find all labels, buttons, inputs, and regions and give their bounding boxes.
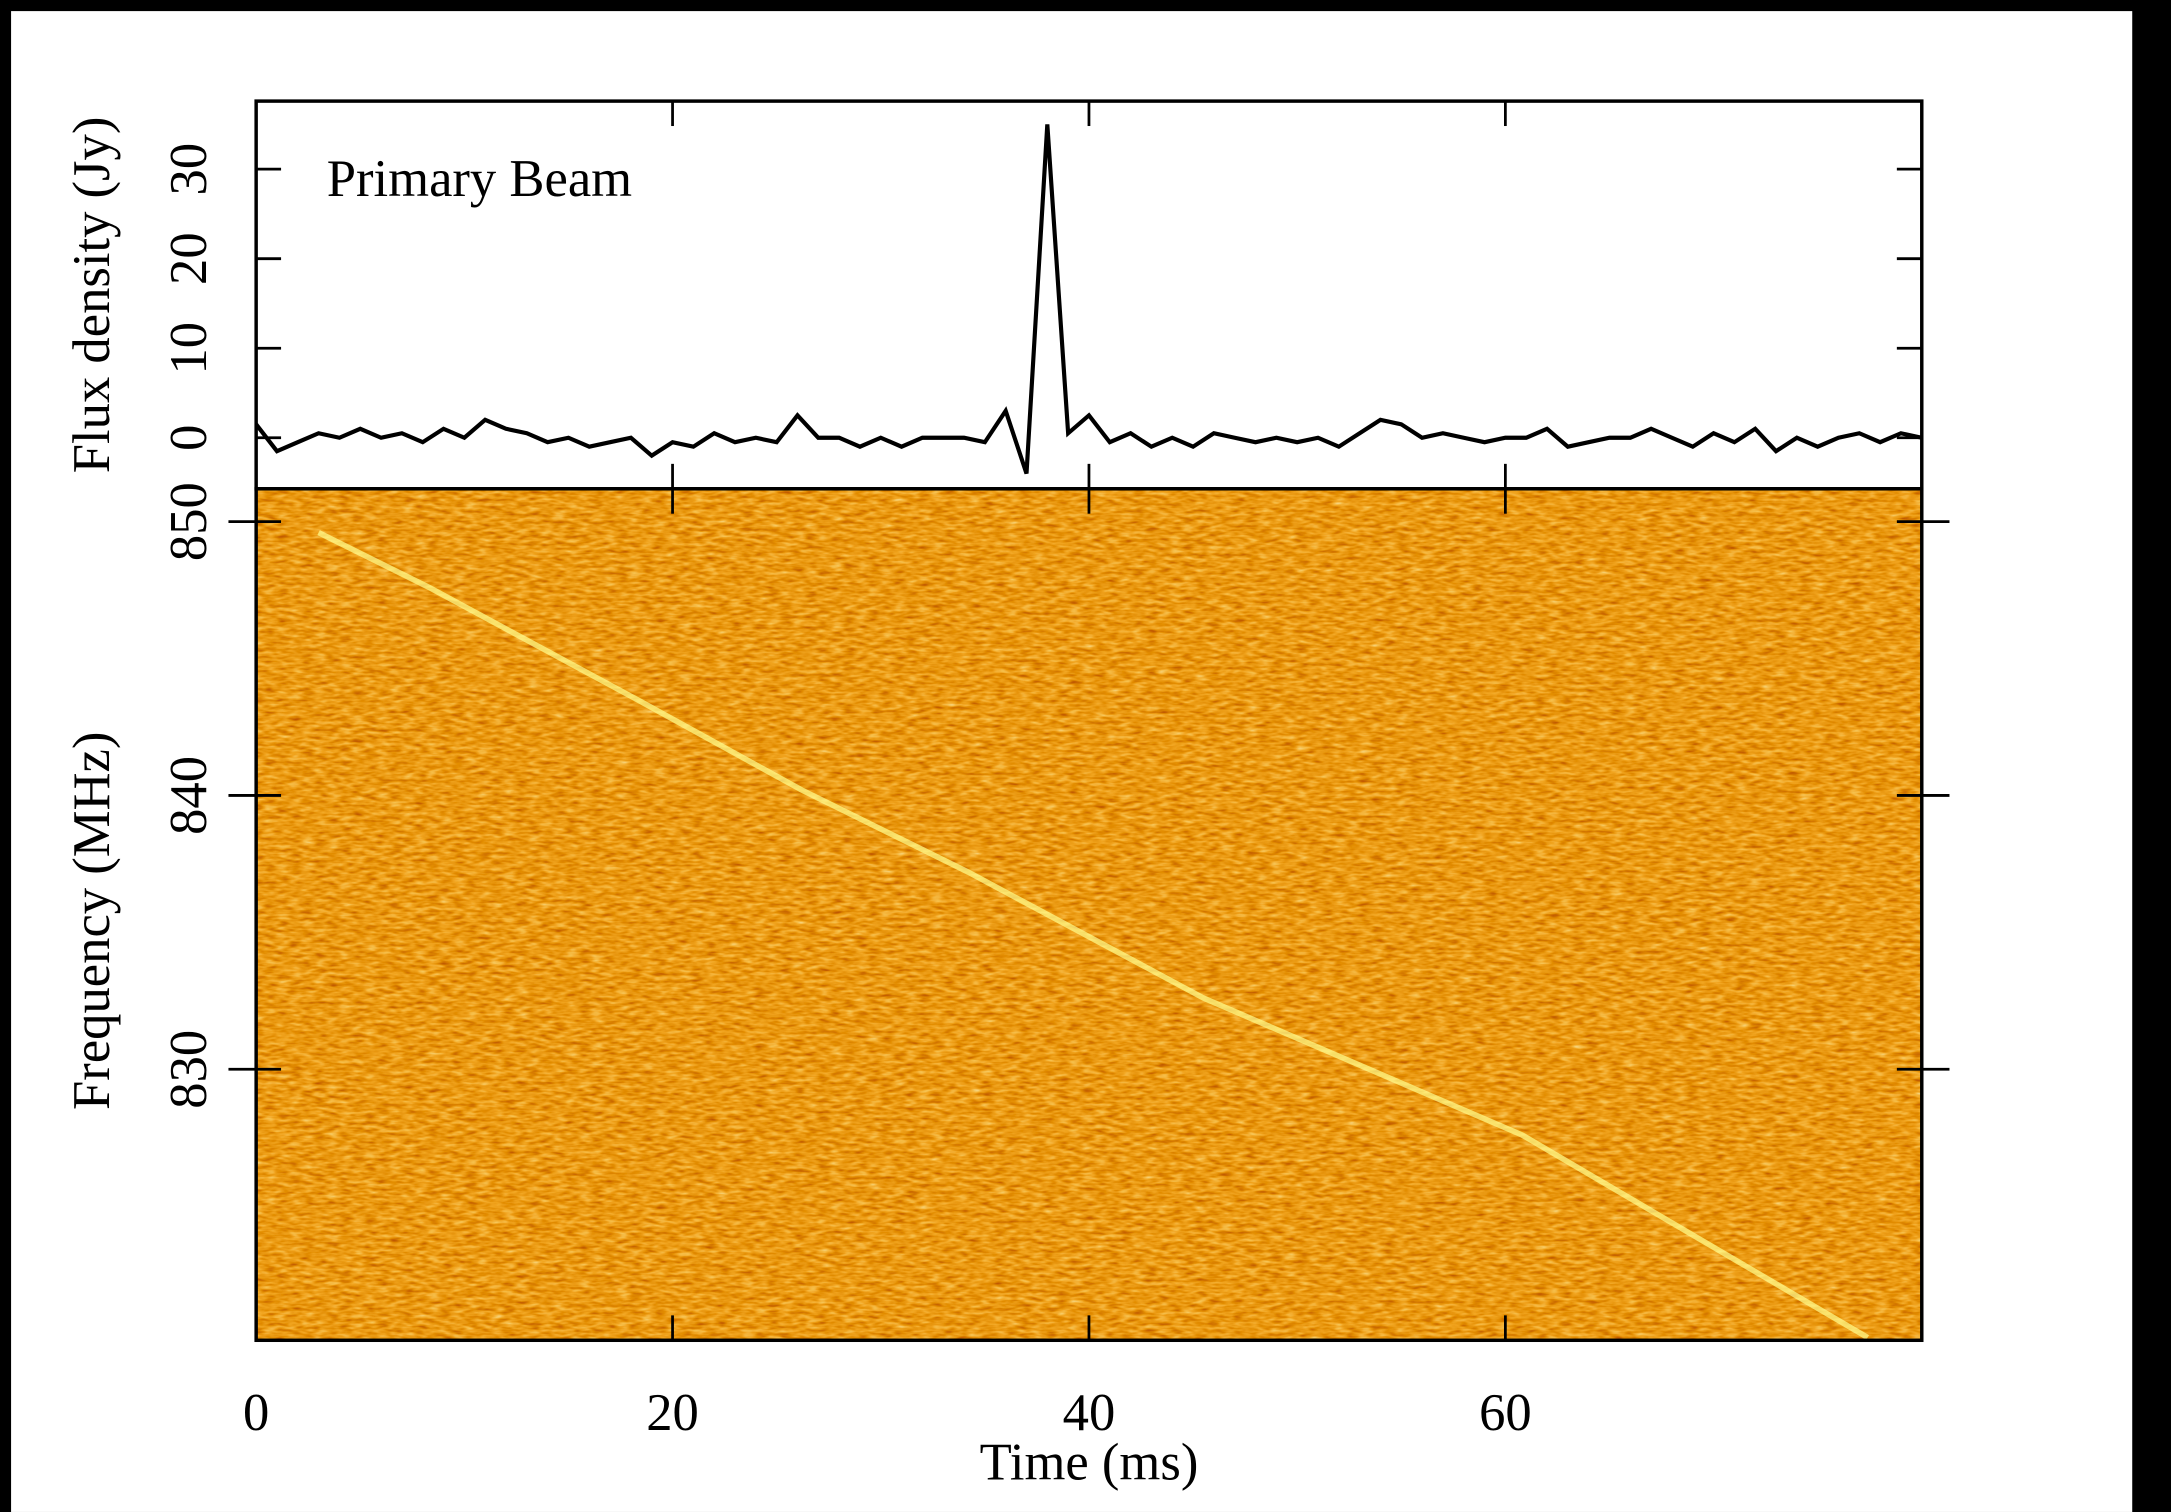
annotation: Primary Beam	[327, 150, 632, 208]
y-tick-label: 10	[160, 322, 218, 375]
y-tick-label: 20	[160, 232, 218, 285]
dispersion-track	[317, 530, 1870, 1340]
x-tick-label: 0	[243, 1384, 269, 1442]
y-axis-label: Flux density (Jy)	[63, 117, 121, 474]
y-tick-label: 30	[160, 143, 218, 196]
x-tick-label: 40	[1063, 1384, 1116, 1442]
flux-line	[254, 124, 1923, 475]
waterfall-panel: 0 20 40 60 830 840 850 Frequency (MHz) Time (ms)	[63, 482, 1950, 1492]
y-tick-label: 840	[160, 756, 218, 835]
y-tick-label: 830	[160, 1030, 218, 1109]
x-tick-label: 60	[1479, 1384, 1532, 1442]
y-tick-label: 0	[160, 425, 218, 451]
x-tick-label: 20	[646, 1384, 699, 1442]
waterfall-noise	[256, 488, 1922, 1341]
y-tick-label: 850	[160, 482, 218, 561]
y-axis-label: Frequency (MHz)	[63, 732, 121, 1110]
flux-panel: Primary Beam 0 10 20 30 Flux density (Jy)	[63, 99, 1924, 491]
x-axis-label: Time (ms)	[980, 1434, 1199, 1492]
